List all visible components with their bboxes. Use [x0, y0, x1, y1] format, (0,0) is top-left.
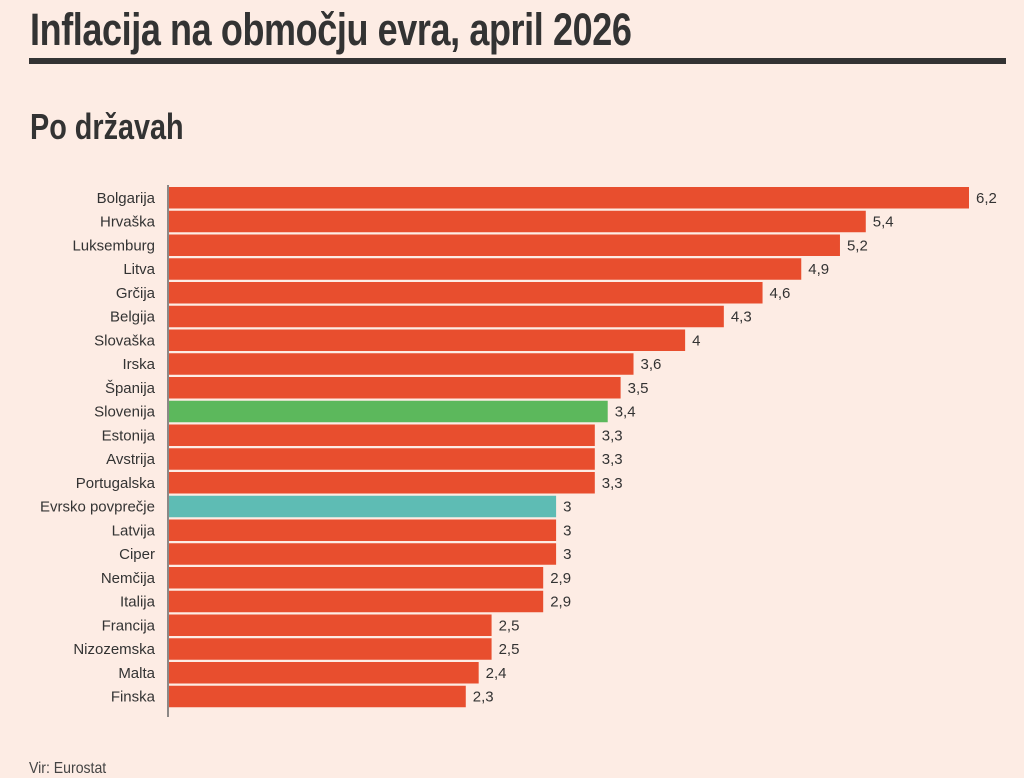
chart-subtitle: Po državah [30, 106, 184, 147]
category-label: Portugalska [76, 475, 156, 492]
category-label: Litva [123, 261, 155, 278]
value-label: 4 [692, 332, 700, 349]
bar-španija [169, 377, 621, 399]
category-label: Slovaška [94, 332, 156, 349]
value-label: 3,3 [602, 451, 623, 468]
value-label: 2,5 [499, 617, 520, 634]
bar-italija [169, 590, 544, 613]
bar-ciper [169, 543, 557, 565]
value-label: 2,9 [550, 570, 571, 587]
bar-irska [169, 353, 634, 375]
category-label: Nizozemska [73, 641, 155, 658]
bar-litva [169, 258, 802, 280]
category-label: Finska [111, 689, 156, 706]
category-label: Malta [118, 665, 155, 682]
value-label: 4,3 [731, 309, 752, 326]
bar-avstrija [169, 448, 595, 470]
bar-estonija [169, 424, 595, 446]
value-label: 2,4 [486, 665, 507, 682]
category-label: Slovenija [94, 404, 156, 421]
category-label: Bolgarija [97, 190, 156, 207]
bar-nizozemska [169, 638, 492, 660]
bar-portugalska [169, 472, 595, 494]
value-label: 4,6 [770, 285, 791, 302]
bar-francija [169, 614, 492, 636]
value-label: 3,3 [602, 475, 623, 492]
category-label: Evrsko povprečje [40, 499, 155, 516]
value-label: 3,5 [628, 380, 649, 397]
category-label: Hrvaška [100, 214, 156, 231]
title-rule [29, 58, 1006, 64]
value-label: 6,2 [976, 190, 997, 207]
value-label: 3,3 [602, 427, 623, 444]
value-label: 2,9 [550, 594, 571, 611]
source-note: Vir: Eurostat [29, 760, 107, 777]
category-label: Ciper [119, 546, 155, 563]
bar-belgija [169, 305, 724, 328]
bar-slovaška [169, 329, 686, 351]
value-label: 5,4 [873, 214, 894, 231]
value-label: 3 [563, 546, 571, 563]
value-label: 3 [563, 522, 571, 539]
value-label: 2,5 [499, 641, 520, 658]
bar-nemčija [169, 567, 544, 589]
bar-latvija [169, 519, 557, 541]
value-label: 3 [563, 499, 571, 516]
value-label: 4,9 [808, 261, 829, 278]
category-label: Irska [122, 356, 155, 373]
bar-grčija [169, 282, 763, 304]
bar-evrsko-povprečje [169, 495, 557, 518]
bar-hrvaška [169, 210, 866, 233]
bar-luksemburg [169, 234, 840, 256]
chart-title: Inflacija na območju evra, april 2026 [30, 4, 632, 55]
category-label: Latvija [112, 522, 156, 539]
value-label: 3,4 [615, 404, 636, 421]
category-label: Grčija [116, 285, 156, 302]
category-label: Estonija [102, 427, 156, 444]
bar-bolgarija [169, 187, 969, 209]
category-label: Nemčija [101, 570, 156, 587]
value-label: 2,3 [473, 689, 494, 706]
category-label: Italija [120, 594, 156, 611]
value-label: 5,2 [847, 237, 868, 254]
category-label: Belgija [110, 309, 156, 326]
bar-slovenija [169, 400, 608, 423]
category-label: Luksemburg [72, 237, 155, 254]
bar-malta [169, 662, 479, 684]
category-label: Francija [102, 617, 156, 634]
category-label: Avstrija [106, 451, 156, 468]
value-label: 3,6 [641, 356, 662, 373]
bar-finska [169, 685, 466, 708]
category-label: Španija [105, 380, 156, 397]
